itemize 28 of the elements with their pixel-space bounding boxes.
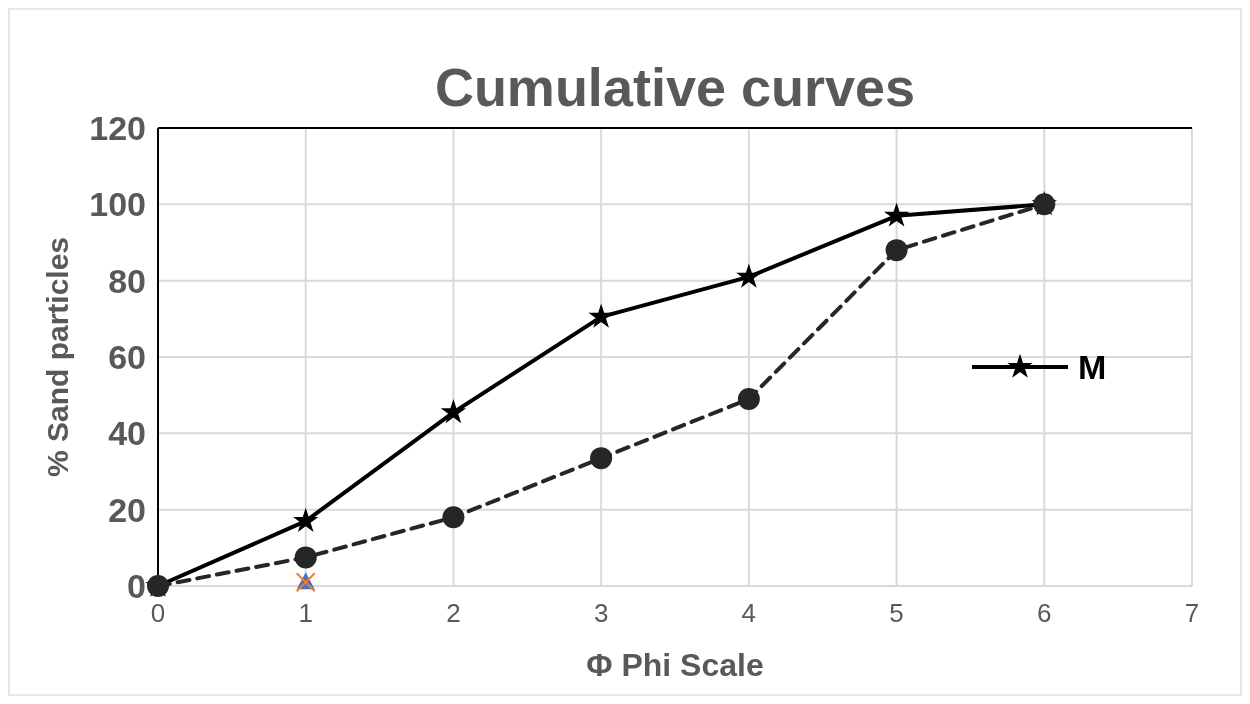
x-tick-label: 2 [446, 598, 461, 628]
y-tick-label: 80 [108, 261, 146, 300]
y-tick-label: 40 [108, 414, 146, 453]
point [293, 507, 319, 532]
x-tick-label: 4 [741, 598, 757, 628]
point [294, 546, 317, 569]
x-axis-title: Φ Phi Scale [586, 647, 764, 683]
y-tick-label: 60 [108, 337, 146, 376]
x-tick-label: 5 [889, 598, 904, 628]
y-axis-title: % Sand particles [41, 236, 74, 478]
y-tick-label: 120 [89, 108, 146, 147]
chart-title: Cumulative curves [434, 57, 916, 117]
point [736, 263, 762, 288]
point [588, 303, 614, 328]
point [883, 202, 910, 227]
x-tick-label: 3 [593, 598, 609, 628]
y-tick-label: 20 [108, 490, 146, 529]
point [737, 387, 760, 410]
y-tick-label: 100 [89, 185, 146, 224]
point [440, 398, 467, 424]
legend-label: M [1078, 347, 1107, 386]
x-tick-label: 7 [1184, 598, 1200, 628]
x-tick-label: 1 [298, 598, 313, 628]
x-tick-label: 6 [1037, 598, 1052, 628]
point [885, 239, 908, 262]
point [590, 447, 613, 470]
x-tick-label: 0 [150, 598, 166, 628]
point [442, 506, 465, 529]
